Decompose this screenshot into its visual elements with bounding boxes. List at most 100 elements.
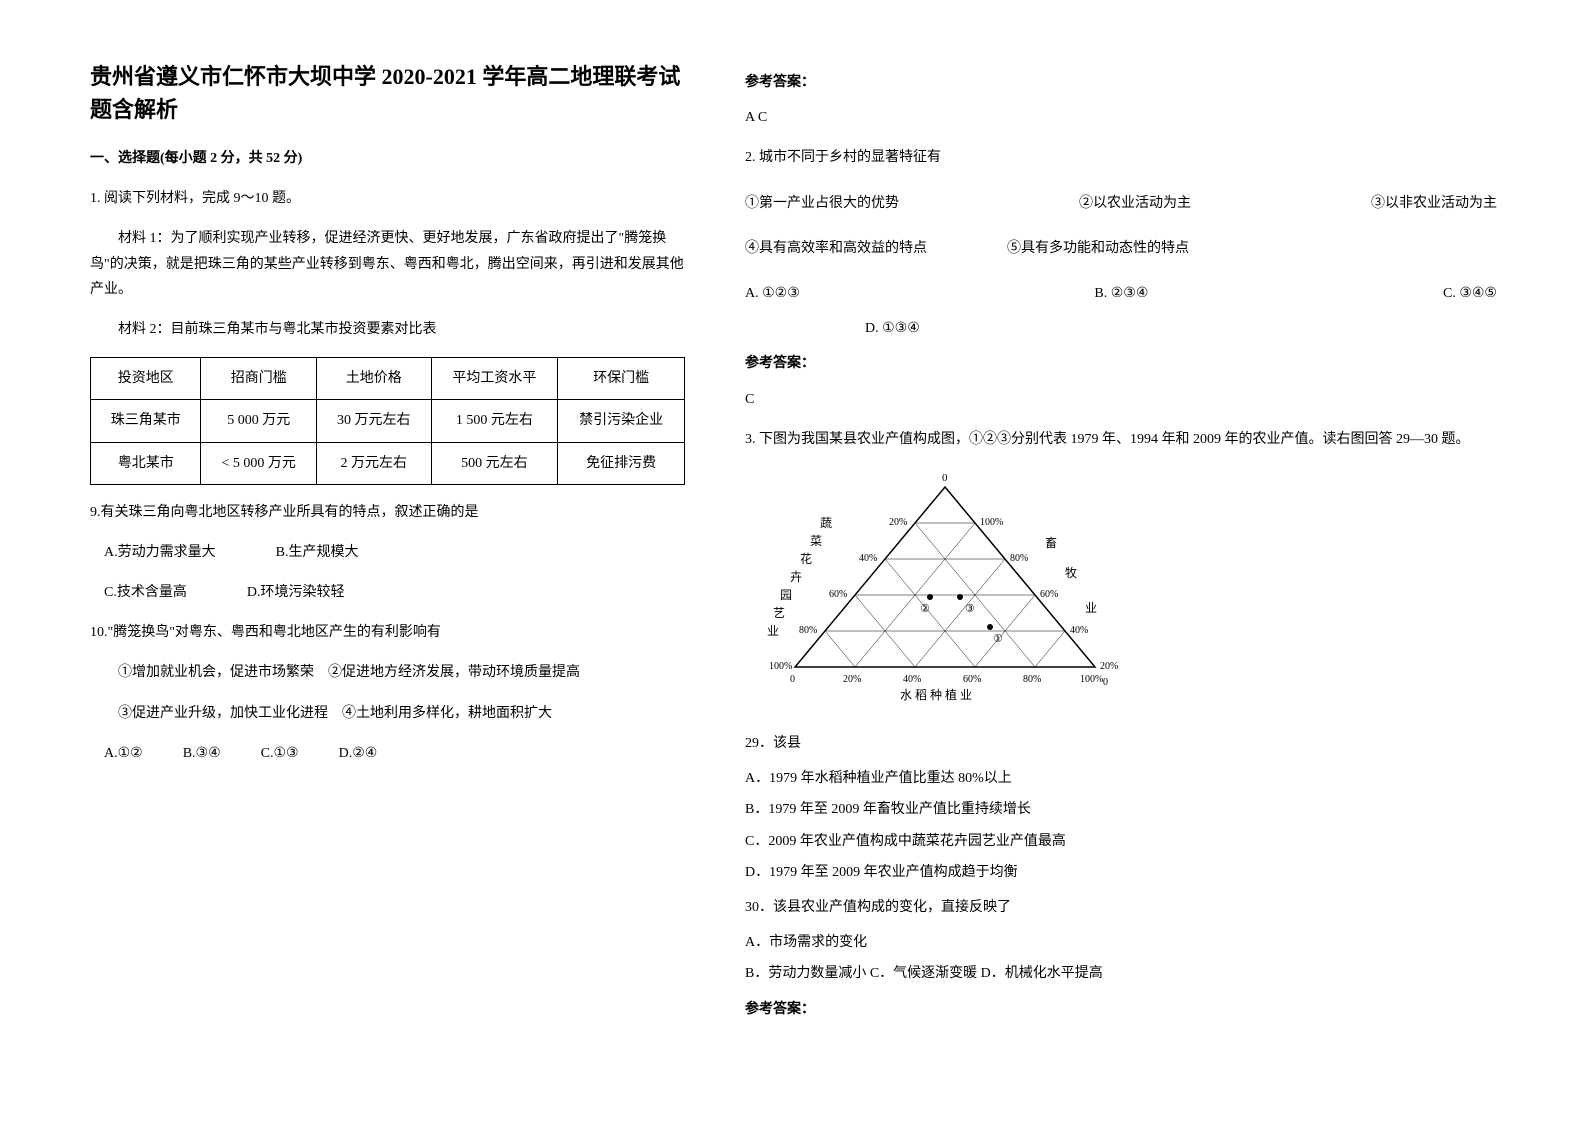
option-bcd: B．劳动力数量减小 C．气候逐渐变暖 D．机械化水平提高 [745, 961, 1497, 986]
q2-items-row2: ④具有高效率和高效益的特点 ⑤具有多功能和动态性的特点 [745, 236, 1497, 261]
option-c: C.技术含量高 [104, 580, 187, 605]
bottom-axis-label: 水 稻 种 植 业 [900, 687, 972, 702]
item-2: ②以农业活动为主 [1079, 191, 1191, 216]
svg-text:卉: 卉 [790, 570, 802, 584]
svg-text:100%: 100% [1080, 674, 1103, 685]
ternary-diagram: ② ③ ① 0 100% 80% 60% 40% 20% 20% 40% 60%… [745, 467, 1497, 716]
svg-text:80%: 80% [1023, 674, 1041, 685]
svg-text:①: ① [993, 633, 1003, 645]
svg-text:③: ③ [965, 603, 975, 615]
q3-header: 3. 下图为我国某县农业产值构成图，①②③分别代表 1979 年、1994 年和… [745, 427, 1497, 452]
option-a: A.①② [104, 741, 143, 766]
q2-items-row1: ①第一产业占很大的优势 ②以农业活动为主 ③以非农业活动为主 [745, 191, 1497, 216]
table-header: 环保门槛 [558, 358, 685, 400]
q2-options: A. ①②③ B. ②③④ C. ③④⑤ [745, 281, 1497, 306]
options-row: C.技术含量高 D.环境污染较轻 [90, 580, 685, 605]
right-axis-top: 畜 [1045, 535, 1057, 550]
svg-text:业: 业 [1085, 601, 1097, 615]
svg-text:园: 园 [780, 588, 792, 602]
table-header: 平均工资水平 [431, 358, 558, 400]
svg-text:80%: 80% [799, 625, 817, 636]
sub-question-9: 9.有关珠三角向粤北地区转移产业所具有的特点，叙述正确的是 [90, 500, 685, 525]
options-row: A.劳动力需求量大 B.生产规模大 [90, 540, 685, 565]
option-a: A.劳动力需求量大 [104, 540, 216, 565]
item-4: ④具有高效率和高效益的特点 [745, 236, 927, 261]
svg-text:100%: 100% [980, 517, 1003, 528]
item-1: ①第一产业占很大的优势 [745, 191, 899, 216]
material-1: 材料 1：为了顺利实现产业转移，促进经济更快、更好地发展，广东省政府提出了"腾笼… [90, 226, 685, 302]
right-column: 参考答案： A C 2. 城市不同于乡村的显著特征有 ①第一产业占很大的优势 ②… [745, 60, 1497, 1032]
table-header: 招商门槛 [201, 358, 317, 400]
option-b: B.生产规模大 [276, 540, 359, 565]
choice-items: ①增加就业机会，促进市场繁荣 ②促进地方经济发展，带动环境质量提高 [90, 660, 685, 685]
option-c: C. ③④⑤ [1443, 281, 1497, 306]
left-column: 贵州省遵义市仁怀市大坝中学 2020-2021 学年高二地理联考试题含解析 一、… [90, 60, 685, 1032]
option-d: D. ①③④ [745, 316, 1497, 341]
option-c: C.①③ [261, 741, 299, 766]
table-cell: 1 500 元左右 [431, 400, 558, 442]
document-title: 贵州省遵义市仁怀市大坝中学 2020-2021 学年高二地理联考试题含解析 [90, 60, 685, 126]
table-cell: 珠三角某市 [91, 400, 201, 442]
table-cell: 5 000 万元 [201, 400, 317, 442]
q1-header: 1. 阅读下列材料，完成 9～10 题。 [90, 186, 685, 211]
table-header: 土地价格 [317, 358, 432, 400]
table-cell: 30 万元左右 [317, 400, 432, 442]
q1-answer: A C [745, 105, 1497, 130]
table-cell: 禁引污染企业 [558, 400, 685, 442]
q2-header: 2. 城市不同于乡村的显著特征有 [745, 145, 1497, 170]
table-cell: 2 万元左右 [317, 442, 432, 484]
svg-text:牧: 牧 [1065, 566, 1077, 580]
table-header: 投资地区 [91, 358, 201, 400]
table-cell: < 5 000 万元 [201, 442, 317, 484]
option-a: A．市场需求的变化 [745, 930, 1497, 955]
table-row: 粤北某市 < 5 000 万元 2 万元左右 500 元左右 免征排污费 [91, 442, 685, 484]
svg-text:40%: 40% [903, 674, 921, 685]
svg-text:80%: 80% [1010, 553, 1028, 564]
sub-question-30: 30．该县农业产值构成的变化，直接反映了 [745, 895, 1497, 920]
choice-items: ③促进产业升级，加快工业化进程 ④土地利用多样化，耕地面积扩大 [90, 701, 685, 726]
table-row: 投资地区 招商门槛 土地价格 平均工资水平 环保门槛 [91, 358, 685, 400]
svg-text:20%: 20% [1100, 661, 1118, 672]
svg-text:20%: 20% [889, 517, 907, 528]
svg-text:0: 0 [1103, 677, 1108, 688]
option-c: C．2009 年农业产值构成中蔬菜花卉园艺业产值最高 [745, 829, 1497, 854]
option-b: B.③④ [183, 741, 221, 766]
svg-text:60%: 60% [829, 589, 847, 600]
answer-label: 参考答案： [745, 351, 1497, 376]
item-5: ⑤具有多功能和动态性的特点 [1007, 236, 1189, 261]
option-d: D.②④ [339, 741, 378, 766]
svg-text:60%: 60% [963, 674, 981, 685]
svg-text:业: 业 [767, 624, 779, 638]
table-cell: 粤北某市 [91, 442, 201, 484]
svg-text:花: 花 [800, 551, 812, 566]
svg-text:100%: 100% [769, 661, 792, 672]
option-a: A. ①②③ [745, 281, 800, 306]
sub-question-29: 29．该县 [745, 731, 1497, 756]
svg-text:0: 0 [790, 674, 795, 685]
table-cell: 免征排污费 [558, 442, 685, 484]
options-row: A.①② B.③④ C.①③ D.②④ [90, 741, 685, 766]
svg-text:菜: 菜 [810, 534, 822, 548]
item-3: ③以非农业活动为主 [1371, 191, 1497, 216]
svg-text:20%: 20% [843, 674, 861, 685]
left-axis-label: 蔬 [820, 516, 832, 530]
sub-question-10: 10."腾笼换鸟"对粤东、粤西和粤北地区产生的有利影响有 [90, 620, 685, 645]
ternary-svg: ② ③ ① 0 100% 80% 60% 40% 20% 20% 40% 60%… [765, 467, 1125, 707]
answer-label: 参考答案： [745, 997, 1497, 1022]
option-a: A．1979 年水稻种植业产值比重达 80%以上 [745, 766, 1497, 791]
option-b: B. ②③④ [1094, 281, 1148, 306]
table-cell: 500 元左右 [431, 442, 558, 484]
svg-text:40%: 40% [1070, 625, 1088, 636]
answer-label: 参考答案： [745, 70, 1497, 95]
q2-answer: C [745, 387, 1497, 412]
apex-label: 0 [942, 472, 948, 484]
svg-text:艺: 艺 [773, 606, 785, 620]
option-b: B．1979 年至 2009 年畜牧业产值比重持续增长 [745, 797, 1497, 822]
material-2: 材料 2：目前珠三角某市与粤北某市投资要素对比表 [90, 317, 685, 342]
svg-text:60%: 60% [1040, 589, 1058, 600]
table-row: 珠三角某市 5 000 万元 30 万元左右 1 500 元左右 禁引污染企业 [91, 400, 685, 442]
option-d: D．1979 年至 2009 年农业产值构成趋于均衡 [745, 860, 1497, 885]
option-d: D.环境污染较轻 [247, 580, 345, 605]
svg-text:40%: 40% [859, 553, 877, 564]
section-header: 一、选择题(每小题 2 分，共 52 分) [90, 146, 685, 171]
